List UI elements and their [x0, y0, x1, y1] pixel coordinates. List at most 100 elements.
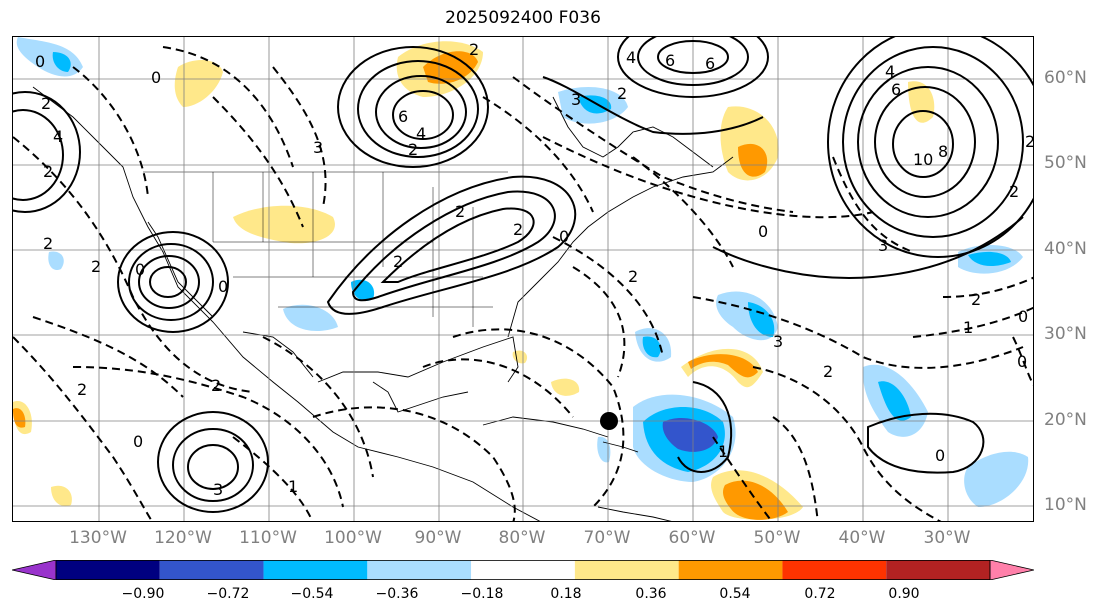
- lon-label: 110°W: [239, 528, 297, 548]
- contour-label: 2: [41, 94, 51, 113]
- lon-label: 60°W: [668, 528, 716, 548]
- shade-blue-nw-core: [52, 52, 71, 72]
- contour-label: 6: [705, 54, 715, 73]
- contour-label: 2: [513, 220, 523, 239]
- lon-label: 80°W: [498, 528, 546, 548]
- colorbar-segment: [471, 560, 575, 580]
- dashed-contours: [13, 46, 1033, 521]
- contour-label: 0: [135, 260, 145, 279]
- contour-label: 0: [35, 52, 45, 71]
- contour-label: 10: [913, 150, 933, 169]
- contour-label: 4: [416, 124, 426, 143]
- contour-label: 1: [288, 477, 298, 496]
- contour-label: 0: [218, 277, 228, 296]
- contour-label: 3: [571, 90, 581, 109]
- contour-label: 4: [885, 62, 895, 81]
- colorbar-tick: 0.72: [804, 586, 836, 602]
- contour-label: 0: [559, 227, 569, 246]
- colorbar-tick: −0.18: [460, 586, 504, 602]
- contour-label: 4: [626, 48, 636, 67]
- contour-label: 3: [773, 332, 783, 351]
- colorbar-segment: [678, 560, 783, 580]
- colorbar-segment: [56, 560, 160, 580]
- shade-yellow-bahamas: [551, 378, 580, 396]
- contour-label: 1: [718, 442, 728, 461]
- contour-label: 4: [53, 127, 63, 146]
- coastlines: [32, 86, 734, 521]
- contour-label: 2: [628, 267, 638, 286]
- storm-position-dot: [600, 412, 618, 430]
- shaded-anomalies: [13, 37, 1029, 520]
- contour-label: 3: [213, 480, 223, 499]
- colorbar: [12, 560, 1034, 580]
- contour-label: 2: [408, 140, 418, 159]
- map-panel: 0 2 4 6 6 2 4 0 3 2 6 4 2 8 10 4 6 3 0 2…: [12, 36, 1034, 522]
- lon-label: 130°W: [69, 528, 127, 548]
- contour-labels: 0 2 4 6 6 2 4 0 3 2 6 4 2 8 10 4 6 3 0 2…: [35, 40, 1034, 499]
- contour-label: 3: [878, 236, 888, 255]
- colorbar-tick: 0.54: [719, 586, 751, 602]
- lon-label: 40°W: [838, 528, 886, 548]
- lon-label: 90°W: [414, 528, 462, 548]
- figure-title: 2025092400 F036: [445, 8, 601, 28]
- colorbar-extend-low: [12, 560, 57, 580]
- colorbar-frame: [55, 560, 991, 580]
- contour-label: 2: [469, 40, 479, 59]
- contour-label: 2: [393, 252, 403, 271]
- lon-label: 120°W: [154, 528, 212, 548]
- contour-label: 3: [313, 138, 323, 157]
- shade-blue-ohio: [351, 279, 375, 302]
- lon-label: 70°W: [583, 528, 631, 548]
- colorbar-tick: 0.90: [888, 586, 920, 602]
- contour-label: 0: [1018, 307, 1028, 326]
- lon-label: 30°W: [923, 528, 971, 548]
- colorbar-segment: [159, 560, 264, 580]
- shade-orange-labrador: [738, 143, 768, 177]
- contour-label: 1: [963, 318, 973, 337]
- colorbar-tick: −0.90: [121, 586, 165, 602]
- lat-label: 30°N: [1044, 324, 1087, 344]
- shade-blue-west: [48, 251, 64, 271]
- colorbar-tick: 0.36: [635, 586, 667, 602]
- graticule: [13, 37, 1033, 521]
- contour-label: 0: [1017, 352, 1027, 371]
- contour-label: 8: [938, 142, 948, 161]
- contour-label: 2: [43, 162, 53, 181]
- shade-blue-hispaniola: [597, 436, 611, 463]
- contour-label: 2: [43, 234, 53, 253]
- lat-label: 40°N: [1044, 239, 1087, 259]
- contour-label: 2: [617, 84, 627, 103]
- contour-label: 6: [891, 80, 901, 99]
- shade-blue-hudson-core: [578, 95, 612, 114]
- shade-orange-west: [13, 408, 26, 428]
- shade-yellow-sw: [51, 485, 72, 507]
- shade-yellow-plains: [233, 205, 335, 244]
- shade-blue-se: [964, 451, 1029, 507]
- colorbar-tick: −0.54: [290, 586, 334, 602]
- shade-blue-mexico: [283, 304, 338, 332]
- shade-orange-arc: [688, 354, 758, 378]
- contour-label: 2: [211, 376, 221, 395]
- colorbar-tick: −0.72: [206, 586, 250, 602]
- shade-blue-atlantic-east-core: [968, 251, 1011, 267]
- contour-label: 0: [151, 68, 161, 87]
- shade-orange-south: [723, 480, 788, 520]
- colorbar-extend-high: [989, 560, 1034, 580]
- solid-contours: [13, 37, 1033, 513]
- shade-yellow-florida: [512, 350, 528, 364]
- contour-label: 6: [665, 51, 675, 70]
- colorbar-segment: [367, 560, 472, 580]
- shade-blue-eastatl-core: [878, 381, 911, 421]
- contour-label: 2: [1025, 132, 1034, 151]
- map-svg: 0 2 4 6 6 2 4 0 3 2 6 4 2 8 10 4 6 3 0 2…: [13, 37, 1034, 521]
- contour-label: 2: [455, 202, 465, 221]
- shade-blue-nw: [16, 37, 84, 77]
- lat-label: 60°N: [1044, 68, 1087, 88]
- contour-label: 2: [77, 380, 87, 399]
- contour-label: 2: [971, 290, 981, 309]
- lat-label: 50°N: [1044, 153, 1087, 173]
- contour-label: 2: [91, 257, 101, 276]
- colorbar-segment: [886, 560, 990, 580]
- lon-label: 50°W: [753, 528, 801, 548]
- shade-royal-storm: [662, 417, 718, 452]
